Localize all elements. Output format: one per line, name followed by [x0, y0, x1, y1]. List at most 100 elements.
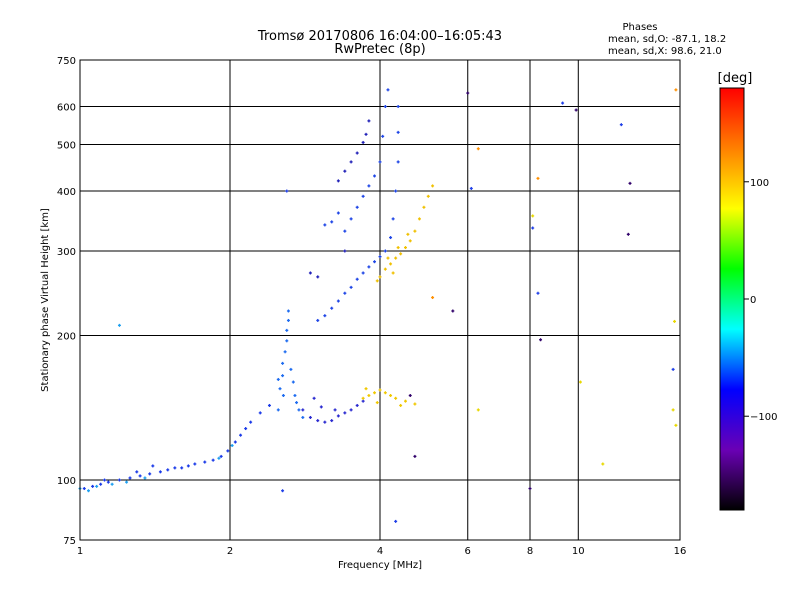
data-point: [367, 394, 371, 398]
data-point: [466, 91, 470, 95]
data-point: [355, 151, 359, 155]
data-point: [431, 184, 435, 188]
data-point: [367, 119, 371, 123]
data-point: [295, 401, 299, 405]
data-point: [226, 449, 230, 453]
data-point: [394, 256, 398, 260]
data-point: [349, 408, 353, 412]
data-point: [301, 408, 305, 412]
data-point: [383, 267, 387, 271]
data-point: [312, 396, 316, 400]
data-point: [408, 394, 412, 398]
data-point: [531, 226, 535, 230]
x-tick-label: 8: [527, 546, 533, 557]
data-point: [674, 88, 678, 92]
stats-line-x: mean, sd,X: 98.6, 21.0: [608, 46, 722, 57]
data-point: [531, 214, 535, 218]
series-F-layer-upper-blue: [308, 119, 371, 279]
data-point: [367, 265, 371, 269]
colorbar-tick-label: 0: [750, 295, 756, 306]
data-point: [476, 147, 480, 151]
data-point: [293, 394, 297, 398]
data-point: [343, 411, 347, 415]
colorbar-tick-label: −100: [750, 412, 777, 423]
data-point: [375, 279, 379, 283]
data-point: [148, 472, 152, 476]
data-point: [217, 456, 221, 460]
data-point: [203, 460, 207, 464]
data-point: [361, 140, 365, 144]
data-point: [396, 130, 400, 134]
data-point: [355, 205, 359, 209]
colorbar-tick-label: 100: [750, 178, 769, 189]
y-axis-label: Stationary phase Virtual Height [km]: [40, 208, 51, 392]
colorbar-label: [deg]: [718, 71, 753, 86]
colorbar: [719, 87, 745, 511]
data-point: [378, 275, 382, 279]
data-point: [389, 262, 393, 266]
stats-heading: Phases: [622, 22, 657, 33]
data-point: [373, 174, 377, 178]
data-point: [394, 519, 398, 523]
data-point: [626, 232, 630, 236]
data-point: [336, 299, 340, 303]
data-point: [671, 367, 675, 371]
data-point: [186, 464, 190, 468]
colorbar-ticks: 100 0 −100: [744, 178, 777, 423]
series-E-layer-yellow: [361, 387, 417, 407]
data-point: [158, 470, 162, 474]
data-point: [336, 211, 340, 215]
x-tick-labels: 1 2 4 6 8 10 16: [77, 546, 687, 557]
series-E-layer-band: [301, 396, 365, 424]
data-point: [413, 454, 417, 458]
y-tick-label: 500: [57, 141, 76, 152]
data-point: [219, 454, 223, 458]
data-point: [373, 391, 377, 395]
data-point: [378, 388, 382, 392]
data-point: [378, 160, 382, 164]
data-point: [128, 476, 132, 480]
x-tick-label: 1: [77, 546, 83, 557]
x-tick-label: 2: [227, 546, 233, 557]
data-point: [355, 403, 359, 407]
data-point: [383, 249, 387, 253]
data-point: [383, 391, 387, 395]
data-point: [406, 232, 410, 236]
y-tick-label: 600: [57, 103, 76, 114]
data-point: [367, 184, 371, 188]
data-point: [364, 387, 368, 391]
data-point: [330, 419, 334, 423]
chart-title-line2: RwPretec (8p): [334, 42, 425, 57]
y-tick-label: 200: [57, 332, 76, 343]
data-point: [539, 338, 543, 342]
x-tick-label: 16: [674, 546, 687, 557]
data-point: [361, 396, 365, 400]
data-point: [239, 433, 243, 437]
data-point: [422, 205, 426, 209]
data-point: [431, 296, 435, 300]
plot-frame: [79, 59, 681, 541]
data-point: [399, 252, 403, 256]
data-point: [281, 361, 285, 365]
data-point: [258, 411, 262, 415]
data-point: [381, 134, 385, 138]
data-point: [143, 476, 147, 480]
data-point: [291, 380, 295, 384]
y-tick-label: 400: [57, 187, 76, 198]
y-tick-label: 100: [57, 476, 76, 487]
data-point: [383, 105, 387, 109]
grid-lines: [80, 60, 680, 540]
data-point: [336, 414, 340, 418]
data-point: [103, 478, 107, 482]
data-point: [99, 482, 103, 486]
data-point: [574, 108, 578, 112]
y-tick-label: 75: [63, 536, 76, 547]
data-point: [117, 323, 121, 327]
data-point: [469, 186, 473, 190]
data-point: [355, 277, 359, 281]
data-point: [308, 271, 312, 275]
data-point: [536, 291, 540, 295]
series-sporadic-column: [276, 309, 305, 419]
data-point: [528, 487, 532, 491]
